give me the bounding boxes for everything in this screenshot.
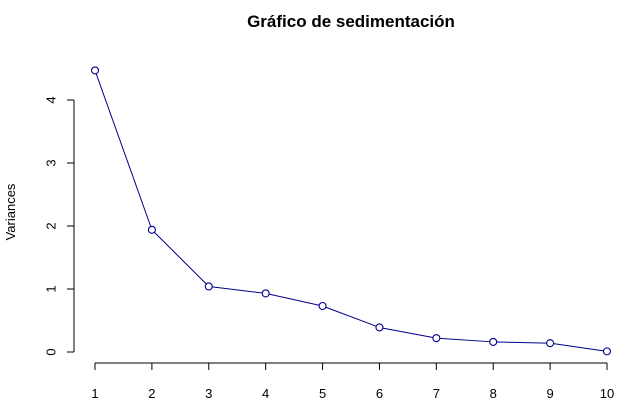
x-tick-label: 2 xyxy=(148,386,155,401)
y-axis: 0 1 2 3 4 xyxy=(43,96,75,356)
series-segment xyxy=(268,293,320,306)
series-segment xyxy=(154,231,207,285)
data-point xyxy=(261,289,270,298)
x-axis: 1 2 3 4 5 6 7 8 9 10 xyxy=(91,362,614,401)
y-tick-label: 1 xyxy=(43,285,58,292)
x-tick-label: 3 xyxy=(205,386,212,401)
chart-title: Gráfico de sedimentación xyxy=(247,12,455,31)
y-tick-label: 3 xyxy=(43,159,58,166)
data-point xyxy=(546,339,555,348)
data-point xyxy=(489,337,498,346)
series-layer xyxy=(90,66,612,356)
x-tick-label: 8 xyxy=(490,386,497,401)
series-segment xyxy=(382,327,433,338)
data-point xyxy=(602,347,612,356)
x-tick-label: 9 xyxy=(546,386,553,401)
data-point xyxy=(90,66,100,75)
data-point xyxy=(432,334,441,343)
y-tick-label: 4 xyxy=(43,96,58,103)
y-tick-label: 2 xyxy=(43,222,58,229)
data-point xyxy=(318,301,327,311)
x-tick-label: 7 xyxy=(433,386,440,401)
series-segment xyxy=(95,73,152,227)
x-tick-label: 4 xyxy=(262,386,269,401)
x-tick-label: 5 xyxy=(319,386,326,401)
data-point xyxy=(375,323,384,332)
x-tick-label: 1 xyxy=(91,386,98,401)
y-axis-label: Variances xyxy=(3,183,18,240)
series-segment xyxy=(325,306,377,327)
series-segment xyxy=(496,341,547,344)
data-point xyxy=(147,225,156,234)
series-segment xyxy=(439,337,490,343)
series-segment xyxy=(212,286,263,294)
data-point xyxy=(204,282,213,291)
x-tick-label: 10 xyxy=(600,386,614,401)
y-tick-label: 0 xyxy=(43,348,58,355)
series-segment xyxy=(553,343,604,352)
x-tick-label: 6 xyxy=(376,386,383,401)
